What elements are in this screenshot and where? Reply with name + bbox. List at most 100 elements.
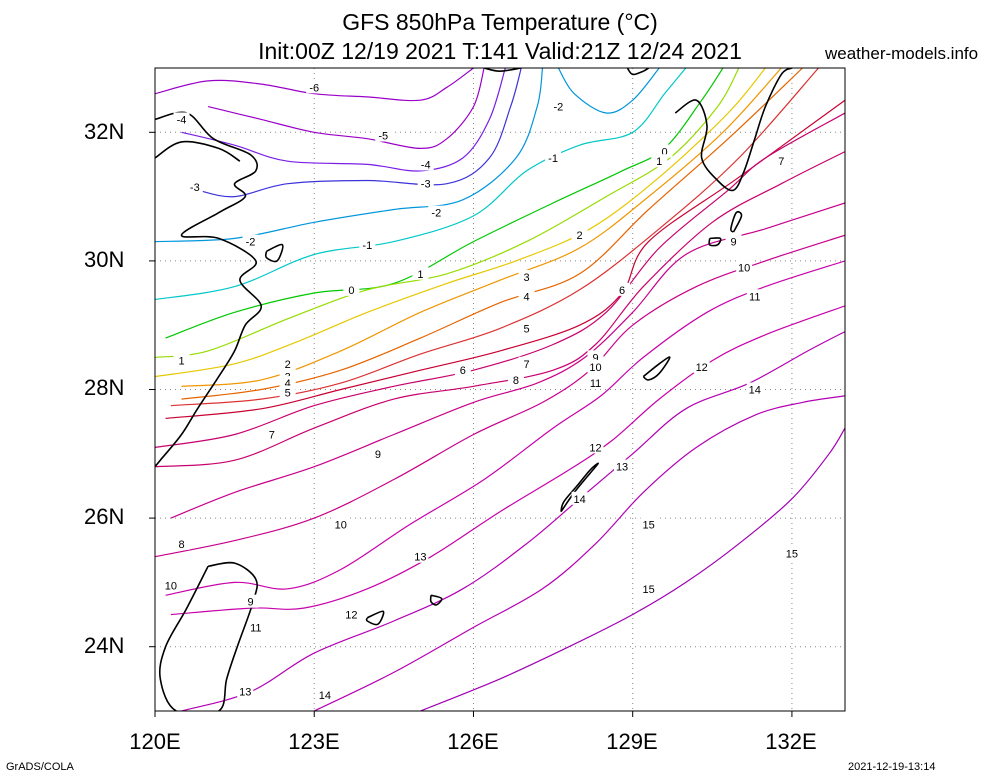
lon-label-120e: 120E — [129, 729, 181, 754]
contour-label: 10 — [738, 262, 750, 274]
contour-label-bg — [263, 427, 280, 441]
contour-label-bg — [746, 382, 763, 396]
coastline-china-coast — [155, 111, 262, 468]
contour-label: -2 — [553, 102, 563, 114]
site-credit[interactable]: weather-models.info — [825, 44, 979, 63]
isotherm--2 — [155, 68, 544, 243]
contour-label: 11 — [250, 622, 261, 634]
lat-label-24n: 24N — [84, 633, 125, 658]
contour-label-bg — [783, 546, 800, 560]
isotherm-7 — [155, 112, 845, 448]
isotherm--5 — [207, 68, 485, 150]
contour-label-bg — [332, 517, 349, 531]
coastline-ishigaki — [365, 610, 385, 626]
lon-label-129e: 129E — [606, 729, 658, 754]
contour-label-bg — [507, 372, 524, 386]
contour-label: 4 — [523, 291, 529, 303]
contour-label: 6 — [619, 285, 625, 297]
isotherm-10 — [155, 234, 845, 558]
contour-label: -3 — [421, 179, 431, 191]
contour-label-bg — [237, 684, 254, 698]
isotherm-11 — [165, 260, 845, 596]
coastline-jeju — [483, 68, 522, 73]
contour-label: 8 — [178, 539, 184, 551]
isotherm-0 — [165, 68, 724, 339]
contour-label-bg — [545, 151, 562, 165]
contour-label: 12 — [696, 362, 708, 374]
contour-label-bg — [369, 446, 386, 460]
plot-frame — [154, 67, 846, 712]
isotherm-15 — [420, 427, 845, 711]
contour-label: 7 — [778, 156, 784, 168]
contour-label: 14 — [319, 690, 331, 702]
coastline-taiwan — [158, 561, 258, 711]
contour-label: 3 — [523, 272, 529, 284]
contour-label-bg — [173, 112, 190, 126]
contour-label-bg — [242, 234, 259, 248]
contour-label: 9 — [592, 352, 598, 364]
isotherm--1 — [155, 68, 687, 301]
contour-label: -4 — [177, 114, 187, 126]
contour-label-bg — [173, 536, 190, 550]
contour-label-bg — [614, 459, 631, 473]
contour-label: 7 — [269, 430, 275, 442]
lat-label-30n: 30N — [84, 247, 125, 272]
isotherm-8 — [155, 151, 845, 468]
contour-label-bg — [773, 154, 790, 168]
coastlines — [155, 68, 793, 711]
contour-label: 5 — [523, 323, 529, 335]
contour-label: 0 — [661, 147, 667, 159]
isotherm-12 — [170, 305, 845, 616]
lon-label-123e: 123E — [288, 729, 340, 754]
contour-label: 2 — [577, 230, 583, 242]
isotherm-9 — [170, 202, 845, 519]
contour-label: -5 — [378, 131, 388, 143]
contour-label: 15 — [786, 548, 798, 560]
contour-label-bg — [417, 157, 434, 171]
isotherm-1 — [155, 68, 740, 358]
contour-label: 0 — [348, 285, 354, 297]
contour-label: 6 — [460, 365, 466, 377]
contour-label-bg — [651, 154, 668, 168]
contour-label-bg — [550, 99, 567, 113]
contour-label: 4 — [285, 378, 291, 390]
contour-label-bg — [186, 179, 203, 193]
contour-label-bg — [693, 359, 710, 373]
map-title: GFS 850hPa Temperature (°C) — [342, 9, 658, 35]
contour-label-bg — [343, 282, 360, 296]
contour-label: -1 — [548, 153, 558, 165]
contour-label: 8 — [513, 375, 519, 387]
contour-label: 1 — [656, 156, 662, 168]
contour-label-bg — [614, 282, 631, 296]
contour-label: -2 — [246, 237, 256, 249]
contour-label-bg — [279, 356, 296, 370]
isotherm--2 — [557, 68, 660, 114]
lat-label-32n: 32N — [84, 119, 125, 144]
contour-label-bg — [359, 237, 376, 251]
contour-label-bg — [571, 228, 588, 242]
contour-label: -1 — [362, 240, 372, 252]
contour-label: 10 — [589, 362, 601, 374]
contour-label: 9 — [730, 237, 736, 249]
contour-label-bg — [518, 356, 535, 370]
contour-label-bg — [587, 440, 604, 454]
contour-label: 2 — [285, 359, 291, 371]
coastline-tanegashima — [730, 211, 743, 233]
contour-label: 13 — [239, 687, 251, 699]
contour-label: 12 — [345, 610, 357, 622]
contour-label: 14 — [749, 385, 761, 397]
grads-credit: GrADS/COLA — [6, 761, 74, 773]
contour-label: 15 — [642, 584, 654, 596]
graticule — [149, 68, 845, 717]
contour-label-bg — [242, 594, 259, 608]
coastline-okinawa — [560, 462, 600, 513]
contour-label-bg — [412, 549, 429, 563]
contour-label-bg — [343, 607, 360, 621]
contour-label-bg — [518, 269, 535, 283]
coastline-yakushima — [708, 237, 722, 247]
contour-label: -2 — [431, 208, 441, 220]
contour-label: 11 — [749, 291, 760, 303]
contour-label-bg — [173, 353, 190, 367]
contour-label-bg — [375, 128, 392, 142]
coastline-korea-tip — [626, 68, 650, 76]
